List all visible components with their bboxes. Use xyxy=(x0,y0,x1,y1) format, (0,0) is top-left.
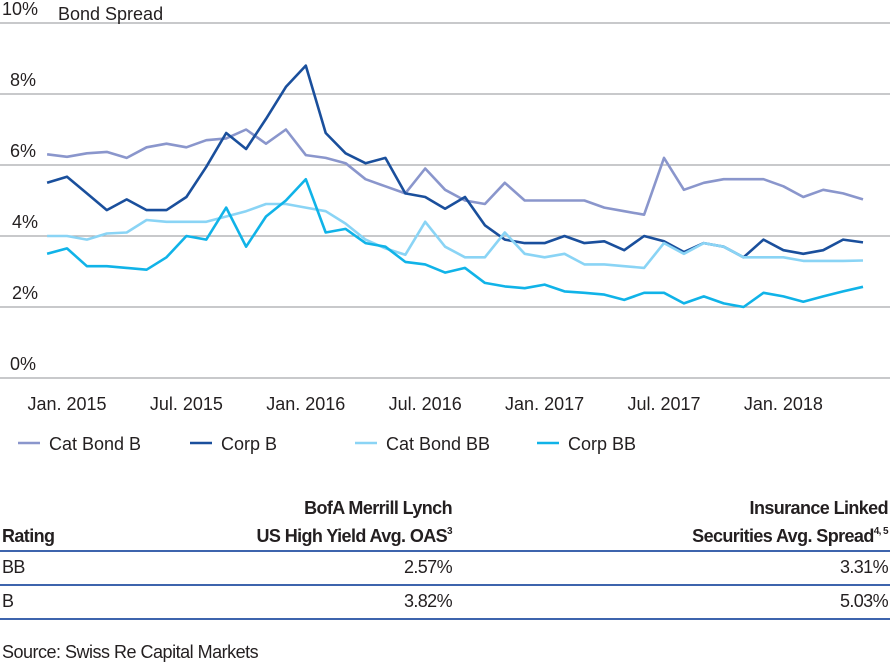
header-rating: Rating xyxy=(2,526,55,546)
cell-oas: 3.82% xyxy=(403,591,453,611)
x-axis-ticks: Jan. 2015 Jul. 2015 Jan. 2016 Jul. 2016 Jan.… xyxy=(27,394,822,414)
table-row: BB 2.57% 3.31% xyxy=(0,550,890,584)
y-axis-ticks: 0% 2% 4% 6% 8% 10% xyxy=(2,0,38,374)
table-header: Rating BofA Merrill Lynch US High Yield … xyxy=(0,496,890,550)
header-ils-line1: Insurance Linked xyxy=(749,498,889,518)
series-lines xyxy=(46,64,864,309)
x-tick-label: Jul. 2016 xyxy=(389,394,462,414)
series-line-cat-bond-b xyxy=(46,128,864,216)
bond-spread-chart: 0% 2% 4% 6% 8% 10% Bond Spread Jan. 2015 Jul. … xyxy=(0,0,890,454)
header-ils-text: Securities Avg. Spread xyxy=(692,526,874,546)
x-tick-label: Jul. 2017 xyxy=(627,394,700,414)
chart-title: Bond Spread xyxy=(58,4,163,24)
cell-ils: 3.31% xyxy=(839,557,889,577)
y-tick-label: 10% xyxy=(2,0,38,19)
y-tick-label: 0% xyxy=(10,354,36,374)
y-tick-label: 8% xyxy=(10,70,36,90)
y-tick-label: 6% xyxy=(10,141,36,161)
header-oas: BofA Merrill Lynch US High Yield Avg. OA… xyxy=(256,496,453,548)
cell-rating: B xyxy=(2,591,14,611)
x-tick-label: Jan. 2016 xyxy=(266,394,345,414)
legend: Cat Bond B Corp B Cat Bond BB Corp BB xyxy=(18,434,636,454)
legend-label: Corp B xyxy=(221,434,277,454)
footnote-ref: 4, 5 xyxy=(873,526,889,537)
x-tick-label: Jan. 2015 xyxy=(27,394,106,414)
table-row: B 3.82% 5.03% xyxy=(0,584,890,620)
legend-label: Cat Bond B xyxy=(49,434,141,454)
legend-label: Corp BB xyxy=(568,434,636,454)
cell-oas: 2.57% xyxy=(403,557,453,577)
legend-label: Cat Bond BB xyxy=(386,434,490,454)
x-tick-label: Jul. 2015 xyxy=(150,394,223,414)
x-tick-label: Jan. 2017 xyxy=(505,394,584,414)
header-oas-line2: US High Yield Avg. OAS3 xyxy=(256,520,453,548)
spread-table: Rating BofA Merrill Lynch US High Yield … xyxy=(0,496,890,620)
header-ils-line2: Securities Avg. Spread4, 5 xyxy=(692,520,888,548)
header-oas-text: US High Yield Avg. OAS xyxy=(256,526,448,546)
header-oas-line1: BofA Merrill Lynch xyxy=(304,498,452,518)
cell-rating: BB xyxy=(2,557,25,577)
y-tick-label: 4% xyxy=(12,212,38,232)
header-ils: Insurance Linked Securities Avg. Spread4… xyxy=(692,496,888,548)
gridlines xyxy=(0,22,890,379)
cell-ils: 5.03% xyxy=(839,591,889,611)
series-line-cat-bond-bb xyxy=(47,202,864,270)
series-line-corp-bb xyxy=(46,177,864,309)
x-tick-label: Jan. 2018 xyxy=(744,394,823,414)
y-tick-label: 2% xyxy=(12,283,38,303)
footnote-ref: 3 xyxy=(447,526,453,537)
source-note: Source: Swiss Re Capital Markets xyxy=(2,642,259,662)
